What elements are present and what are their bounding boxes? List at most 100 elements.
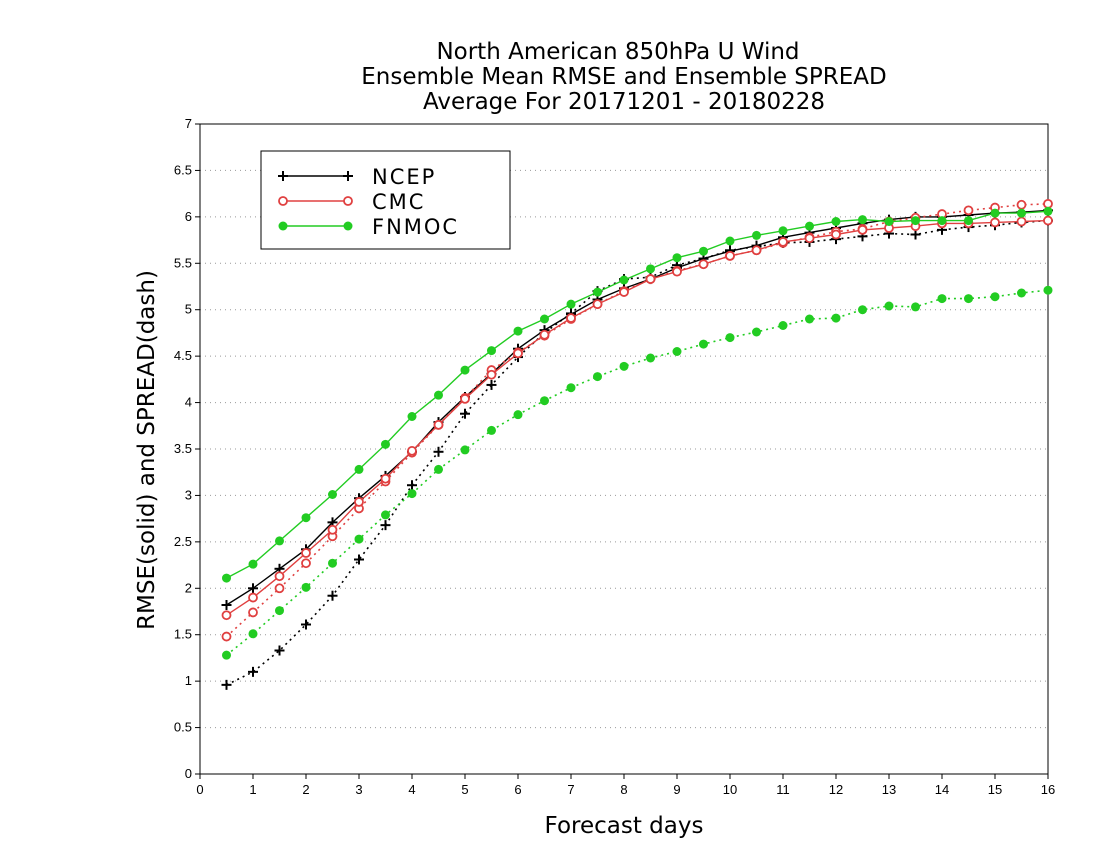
x-tick-label: 1: [249, 782, 256, 797]
fnmoc-spread-point: [354, 534, 364, 544]
ncep-spread-point: [221, 679, 232, 690]
x-tick-label: 14: [935, 782, 949, 797]
cmc-rmse-point: [698, 259, 709, 270]
cmc-rmse-point: [274, 571, 285, 582]
fnmoc-spread-point: [672, 347, 682, 356]
fnmoc-spread-point: [407, 489, 417, 499]
fnmoc-rmse-line: [226, 210, 1049, 579]
ncep-spread-series: [221, 215, 1053, 690]
x-tick-label: 0: [196, 782, 203, 797]
x-tick-label: 5: [461, 782, 468, 797]
cmc-spread-point: [1043, 198, 1053, 209]
cmc-rmse-point: [221, 610, 232, 621]
x-tick-label: 4: [408, 782, 415, 797]
fnmoc-spread-point: [593, 372, 602, 382]
fnmoc-rmse-point: [990, 208, 1000, 218]
y-tick-label: 7: [185, 116, 192, 131]
fnmoc-spread-point: [911, 302, 920, 312]
fnmoc-spread-point: [540, 396, 549, 406]
cmc-rmse-point: [645, 274, 656, 284]
cmc-rmse-point: [248, 592, 258, 603]
x-tick-label: 9: [673, 782, 680, 797]
cmc-rmse-point: [327, 524, 338, 535]
ncep-spread-point: [407, 480, 417, 491]
cmc-rmse-point: [1016, 216, 1027, 227]
y-tick-label: 5.5: [174, 255, 192, 270]
fnmoc-rmse-point: [619, 275, 629, 285]
ncep-spread-point: [248, 666, 258, 677]
ncep-spread-point: [460, 408, 470, 419]
fnmoc-rmse-point: [434, 390, 443, 400]
legend-marker: [343, 196, 353, 206]
fnmoc-spread-point: [752, 327, 761, 337]
fnmoc-rmse-point: [1043, 206, 1053, 216]
fnmoc-spread-point: [831, 313, 841, 323]
cmc-rmse-series: [221, 215, 1053, 621]
series-layer: [221, 198, 1053, 690]
fnmoc-spread-point: [805, 314, 814, 324]
fnmoc-rmse-point: [858, 215, 867, 225]
fnmoc-rmse-point: [487, 346, 496, 356]
y-tick-label: 2.5: [174, 534, 192, 549]
fnmoc-spread-point: [487, 425, 496, 435]
gridlines: [200, 169, 1048, 729]
fnmoc-rmse-point: [460, 365, 470, 375]
fnmoc-spread-point: [646, 353, 655, 363]
fnmoc-spread-point: [434, 464, 443, 474]
y-tick-label: 4.5: [174, 348, 192, 363]
x-tick-label: 7: [567, 782, 574, 797]
y-tick-label: 6.5: [174, 162, 192, 177]
title-line-3: Average For 20171201 - 20180228: [423, 89, 825, 115]
fnmoc-spread-point: [1043, 285, 1053, 295]
x-tick-label: 12: [829, 782, 843, 797]
cmc-spread-point: [274, 583, 285, 594]
fnmoc-rmse-series: [222, 206, 1053, 583]
ncep-rmse-point: [248, 583, 258, 594]
fnmoc-spread-point: [964, 294, 973, 304]
fnmoc-rmse-point: [593, 287, 602, 297]
fnmoc-spread-point: [328, 558, 337, 568]
fnmoc-spread-point: [301, 582, 311, 592]
fnmoc-spread-point: [248, 629, 258, 639]
fnmoc-rmse-point: [752, 230, 761, 240]
cmc-rmse-point: [778, 237, 788, 247]
y-tick-label: 6: [185, 209, 192, 224]
fnmoc-rmse-point: [275, 536, 284, 546]
y-tick-label: 3.5: [174, 441, 192, 456]
ncep-spread-point: [274, 645, 285, 656]
cmc-rmse-point: [380, 473, 391, 484]
y-axis-title: RMSE(solid) and SPREAD(dash): [134, 270, 160, 630]
fnmoc-spread-point: [566, 383, 576, 393]
fnmoc-spread-point: [858, 305, 867, 315]
fnmoc-rmse-point: [566, 299, 576, 309]
legend-marker: [343, 171, 353, 181]
fnmoc-rmse-point: [937, 216, 947, 226]
cmc-rmse-point: [566, 313, 576, 323]
fnmoc-rmse-point: [222, 573, 231, 583]
fnmoc-rmse-point: [354, 464, 364, 474]
cmc-rmse-point: [301, 548, 311, 558]
fnmoc-spread-point: [699, 339, 708, 349]
fnmoc-spread-point: [222, 650, 231, 660]
legend-marker: [278, 171, 288, 181]
y-tick-label: 5: [185, 302, 192, 317]
cmc-spread-point: [301, 558, 311, 569]
fnmoc-spread-point: [275, 606, 284, 616]
fnmoc-spread-point: [778, 321, 788, 330]
fnmoc-rmse-point: [831, 217, 841, 226]
cmc-rmse-point: [460, 393, 470, 404]
fnmoc-rmse-point: [778, 226, 788, 236]
legend-label-fnmoc: FNMOC: [372, 215, 459, 239]
cmc-rmse-point: [539, 329, 550, 340]
x-tick-label: 11: [776, 782, 790, 797]
fnmoc-rmse-point: [964, 216, 973, 226]
fnmoc-rmse-point: [699, 246, 708, 256]
cmc-rmse-point: [804, 233, 815, 244]
cmc-rmse-point: [433, 419, 444, 430]
y-tick-label: 2: [185, 580, 192, 595]
x-tick-label: 3: [355, 782, 362, 797]
fnmoc-spread-point: [884, 301, 894, 311]
y-tick-label: 1.5: [174, 627, 192, 642]
fnmoc-rmse-point: [381, 439, 390, 449]
